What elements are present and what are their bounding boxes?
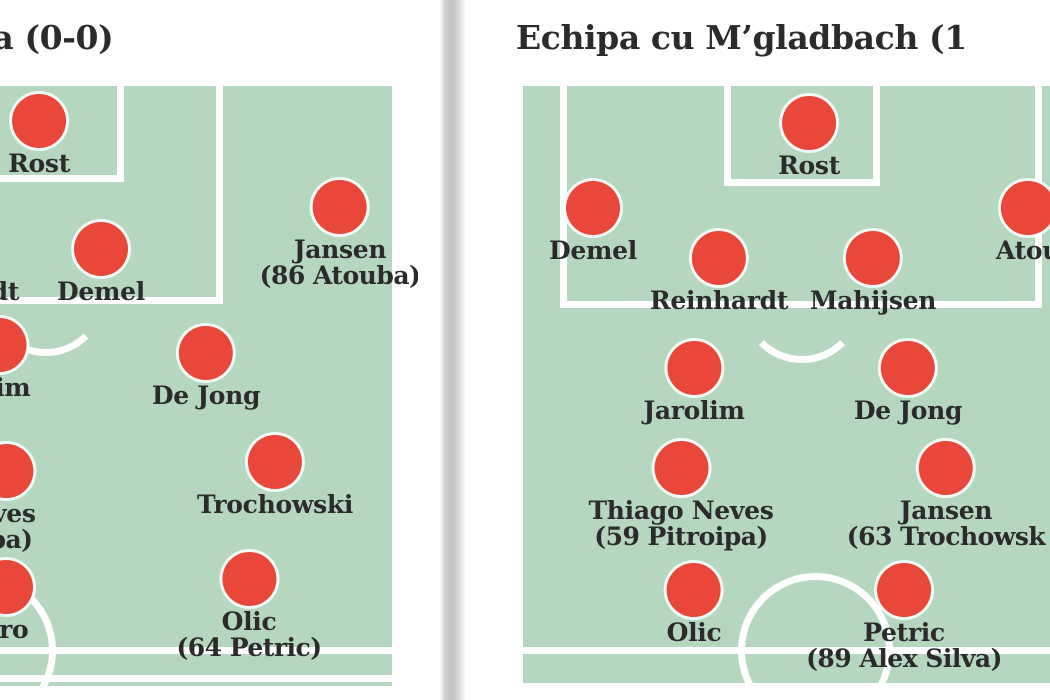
page-gutter-margin: [466, 0, 490, 700]
right-panel-title: Echipa cu M’gladbach (1: [516, 18, 967, 57]
player-substitution: (63 Trochowsk: [846, 522, 1046, 551]
player-substitution: (89 Alex Silva): [806, 644, 1002, 673]
player-name: Reinhardt: [649, 286, 789, 315]
player-marker[interactable]: ero: [0, 560, 33, 643]
player-marker[interactable]: Reinhardt: [650, 231, 788, 314]
player-dot: [845, 231, 900, 285]
player-dot: [782, 96, 836, 150]
player-dot: [666, 563, 721, 617]
player-marker[interactable]: Petric (89 Alex Silva): [806, 563, 1002, 672]
player-name: Olic: [221, 607, 277, 636]
player-name: Mahijsen: [809, 286, 937, 315]
player-dot: [222, 552, 276, 606]
player-dot: [0, 318, 27, 372]
player-marker[interactable]: Atou: [996, 181, 1050, 264]
player-marker[interactable]: Rost: [778, 96, 840, 179]
player-substitution: (64 Petric): [176, 633, 322, 662]
left-penalty-arc: [0, 236, 106, 356]
player-name: De Jong: [151, 381, 261, 410]
player-marker[interactable]: inhardt: [0, 222, 19, 305]
player-marker[interactable]: Demel: [57, 222, 145, 305]
player-marker[interactable]: Demel: [549, 181, 637, 264]
player-dot: [877, 563, 931, 617]
player-dot: [12, 94, 66, 148]
player-name: Thiago Neves: [588, 496, 774, 525]
player-marker[interactable]: Jansen (86 Atouba): [260, 180, 418, 289]
left-penalty-area: [0, 72, 223, 304]
player-marker[interactable]: Thiago Neves (59 Pitroipa): [589, 441, 774, 550]
page-gutter-shadow: [440, 0, 466, 700]
player-name: Jansen: [293, 235, 387, 264]
player-dot: [691, 231, 746, 285]
player-name: Rost: [8, 149, 70, 178]
player-dot: [918, 441, 973, 495]
left-panel-title: u Unirea (0-0): [0, 18, 114, 57]
player-name: olim: [0, 373, 31, 402]
player-name: Olic: [666, 618, 722, 647]
right-six-yard-box: [724, 76, 880, 186]
left-lineup-panel: u Unirea (0-0) Rost inhardt: [0, 0, 418, 700]
player-dot: [0, 444, 33, 498]
player-name: Trochowski: [196, 490, 354, 519]
player-marker[interactable]: eves ipa): [0, 444, 36, 553]
player-dot: [73, 222, 128, 276]
player-marker[interactable]: Jarolim: [643, 341, 745, 425]
player-marker[interactable]: Trochowski: [197, 435, 353, 518]
left-touchline: [0, 72, 406, 682]
right-pitch: Rost Demel Reinhardt Mahijsen Atou Jarol: [516, 76, 1050, 700]
player-name: Jarolim: [643, 396, 745, 425]
player-dot: [1000, 181, 1050, 235]
player-name: Atou: [995, 236, 1050, 265]
player-substitution: ipa): [0, 525, 33, 554]
player-dot: [666, 341, 721, 395]
player-dot: [0, 560, 33, 614]
player-marker[interactable]: Jansen (63 Trochowsk: [846, 441, 1046, 551]
player-dot: [313, 180, 367, 234]
player-name: Demel: [57, 277, 145, 306]
player-dot: [880, 341, 935, 395]
player-substitution: (86 Atouba): [259, 261, 418, 290]
right-penalty-arc: [741, 241, 863, 363]
player-name: De Jong: [853, 396, 963, 425]
player-marker[interactable]: De Jong: [854, 341, 962, 424]
player-marker[interactable]: Olic (64 Petric): [176, 552, 322, 662]
player-marker[interactable]: olim: [0, 318, 31, 402]
player-marker[interactable]: De Jong: [152, 326, 260, 409]
left-six-yard-box: [0, 72, 124, 182]
player-marker[interactable]: Olic: [667, 563, 722, 646]
player-name: inhardt: [0, 277, 20, 306]
player-name: Petric: [863, 618, 945, 647]
player-marker[interactable]: Mahijsen: [810, 231, 936, 314]
right-lineup-panel: Echipa cu M’gladbach (1 Rost Demel: [490, 0, 1050, 700]
left-pitch: Rost inhardt Demel Jansen (86 Atouba) ol…: [0, 72, 418, 700]
player-marker[interactable]: Rost: [8, 94, 70, 177]
player-dot: [248, 435, 302, 489]
player-dot: [178, 326, 233, 380]
player-name: Jansen: [899, 496, 993, 525]
right-centre-circle: [738, 573, 893, 700]
player-substitution: (59 Pitroipa): [594, 522, 768, 551]
player-name: Rost: [778, 151, 840, 180]
player-name: ero: [0, 615, 29, 644]
player-dot: [654, 441, 708, 495]
player-dot: [565, 181, 620, 235]
left-halfway-line: [0, 647, 406, 654]
player-name: Demel: [549, 236, 637, 265]
player-name: eves: [0, 499, 36, 528]
